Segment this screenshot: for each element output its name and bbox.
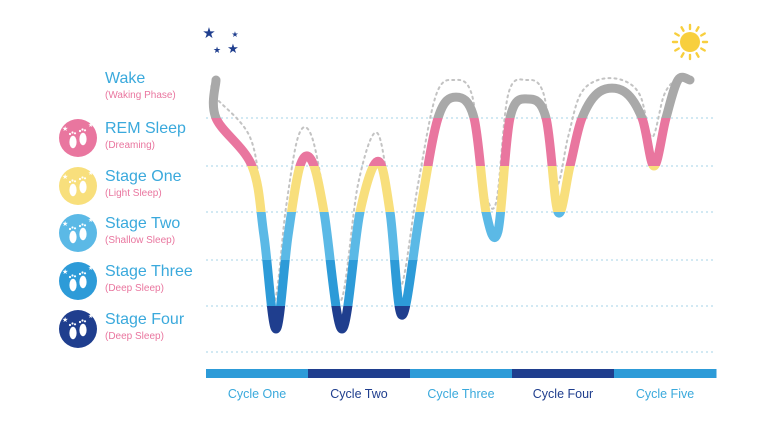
legend-item-stage_three: ★ ★ Stage Three(Deep Sleep) [59, 262, 193, 300]
cycle-band [512, 369, 615, 378]
baby-feet-icon: ★ ★ [59, 119, 97, 157]
stage-name: Stage One [105, 168, 182, 185]
stage-name: Wake [105, 70, 145, 87]
svg-text:★: ★ [62, 125, 68, 133]
svg-text:★: ★ [88, 170, 93, 177]
svg-text:★: ★ [62, 316, 68, 324]
baby-feet-icon: ★ ★ [59, 214, 97, 252]
baby-feet-icon: ★ ★ [59, 310, 97, 348]
cycle-label: Cycle One [228, 387, 286, 401]
cycle-label: Cycle Five [636, 387, 694, 401]
star: ★ [213, 45, 221, 55]
cycle-axis: Cycle One Cycle Two Cycle Three Cycle Four C… [206, 369, 717, 401]
stage-sub: (Deep Sleep) [105, 283, 164, 294]
baby-feet-icon: ★ ★ [59, 262, 97, 300]
stars-icon: ★ ★ ★ ★ [202, 25, 239, 56]
svg-text:★: ★ [62, 220, 68, 228]
stage-legend: Wake(Waking Phase)★ ★ REM Sleep(Dreaming)★… [59, 70, 193, 348]
stage-name: REM Sleep [105, 120, 186, 137]
legend-item-stage_one: ★ ★ Stage One(Light Sleep) [59, 167, 182, 205]
cycle-band [614, 369, 717, 378]
star: ★ [231, 30, 238, 39]
legend-item-stage_two: ★ ★ Stage Two(Shallow Sleep) [59, 214, 180, 252]
star: ★ [227, 41, 239, 56]
stage-name: Stage Four [105, 311, 185, 328]
dotted-connector-line [210, 77, 689, 303]
stage-sub: (Waking Phase) [105, 90, 176, 101]
svg-text:★: ★ [88, 265, 93, 272]
cycle-band [206, 369, 309, 378]
cycle-label: Cycle Four [533, 387, 593, 401]
svg-text:★: ★ [88, 217, 93, 224]
stage-sub: (Deep Sleep) [105, 331, 164, 342]
cycle-label: Cycle Three [427, 387, 494, 401]
hypnogram-curve [208, 72, 695, 334]
svg-text:★: ★ [62, 268, 68, 276]
curve-segment-wake [208, 72, 695, 118]
curve-segment-stage_three [262, 260, 418, 306]
star: ★ [202, 25, 215, 42]
legend-item-wake: Wake (Waking Phase) [105, 70, 176, 101]
legend-item-rem: ★ ★ REM Sleep(Dreaming) [59, 119, 186, 157]
baby-feet-icon: ★ ★ [59, 167, 97, 205]
cycle-band [410, 369, 513, 378]
cycle-label: Cycle Two [330, 387, 387, 401]
svg-text:★: ★ [88, 313, 93, 320]
legend-item-stage_four: ★ ★ Stage Four(Deep Sleep) [59, 310, 185, 348]
stage-sub: (Light Sleep) [105, 188, 162, 199]
stage-sub: (Dreaming) [105, 140, 155, 151]
svg-text:★: ★ [62, 173, 68, 181]
stage-sub: (Shallow Sleep) [105, 235, 175, 246]
sun-icon [671, 23, 709, 61]
stage-name: Stage Three [105, 263, 193, 280]
curve-segment-stage_two [256, 212, 565, 260]
stage-name: Stage Two [105, 215, 180, 232]
svg-text:★: ★ [88, 122, 93, 129]
cycle-band [308, 369, 411, 378]
